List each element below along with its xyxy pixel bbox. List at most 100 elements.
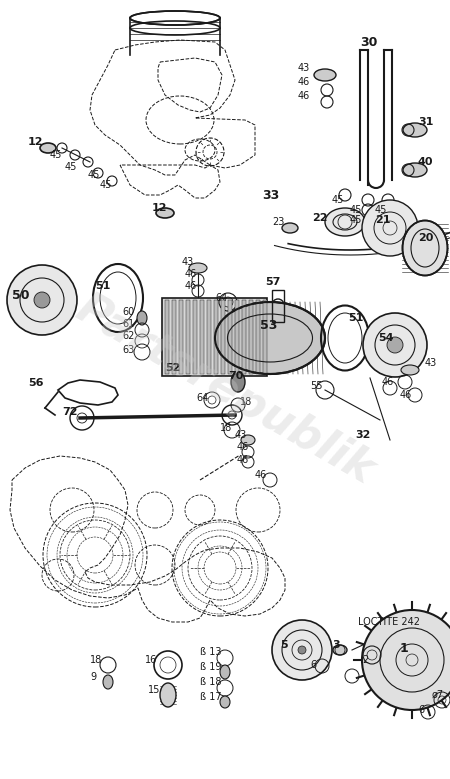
Bar	[207, 300, 211, 374]
Ellipse shape	[325, 208, 365, 236]
Ellipse shape	[130, 11, 220, 25]
Text: 46: 46	[237, 442, 249, 452]
Text: 64: 64	[215, 293, 227, 303]
Text: 16: 16	[145, 655, 157, 665]
Text: 46: 46	[185, 281, 197, 291]
Text: 60: 60	[122, 307, 134, 317]
Text: ø7: ø7	[432, 690, 444, 700]
Text: 72: 72	[62, 407, 77, 417]
Text: 45: 45	[350, 205, 362, 215]
Text: 56: 56	[28, 378, 44, 388]
Text: 53: 53	[260, 319, 277, 332]
Text: 46: 46	[298, 91, 310, 101]
Text: ß 13: ß 13	[200, 647, 221, 657]
Circle shape	[387, 337, 403, 353]
Ellipse shape	[220, 665, 230, 679]
Ellipse shape	[403, 123, 427, 137]
Bar	[179, 300, 183, 374]
Text: 62: 62	[122, 331, 135, 341]
Text: 18: 18	[90, 655, 102, 665]
Ellipse shape	[156, 208, 174, 218]
Text: 45: 45	[65, 162, 77, 172]
Text: ß 19: ß 19	[200, 662, 221, 672]
Text: 51: 51	[95, 281, 110, 291]
Ellipse shape	[282, 223, 298, 233]
Text: 6: 6	[310, 660, 316, 670]
Bar	[221, 300, 225, 374]
Text: 50: 50	[12, 288, 30, 301]
Text: 23: 23	[272, 217, 284, 227]
Text: 45: 45	[50, 150, 63, 160]
Ellipse shape	[403, 163, 427, 177]
Text: 43: 43	[425, 358, 437, 368]
Ellipse shape	[231, 372, 245, 392]
Text: 5: 5	[280, 640, 288, 650]
Ellipse shape	[241, 435, 255, 445]
Bar	[256, 300, 260, 374]
Ellipse shape	[160, 683, 176, 707]
Text: 70: 70	[228, 371, 243, 381]
Text: 46: 46	[255, 470, 267, 480]
Text: 46: 46	[185, 269, 197, 279]
Text: 45: 45	[332, 195, 344, 205]
Circle shape	[362, 200, 418, 256]
Text: 20: 20	[418, 233, 433, 243]
Circle shape	[34, 292, 50, 308]
Text: 2: 2	[362, 655, 368, 665]
Ellipse shape	[215, 302, 325, 374]
Bar	[200, 300, 204, 374]
Circle shape	[272, 620, 332, 680]
Text: ß 17: ß 17	[200, 692, 221, 702]
Text: 31: 31	[418, 117, 433, 127]
Text: Partsrepublik: Partsrepublik	[68, 287, 382, 493]
Ellipse shape	[189, 263, 207, 273]
Bar	[228, 300, 232, 374]
Text: 15: 15	[148, 685, 160, 695]
Text: 12: 12	[152, 203, 167, 213]
Circle shape	[362, 610, 450, 710]
Text: 6: 6	[418, 705, 424, 715]
Text: 54: 54	[378, 333, 393, 343]
Text: 45: 45	[350, 215, 362, 225]
Text: 1: 1	[400, 641, 409, 654]
Text: 12: 12	[28, 137, 44, 147]
Text: 18: 18	[240, 397, 252, 407]
Text: LOCTITE 242: LOCTITE 242	[358, 617, 420, 627]
Text: 45: 45	[100, 180, 112, 190]
Bar	[214, 300, 218, 374]
Text: 33: 33	[262, 189, 279, 202]
Text: 46: 46	[382, 377, 394, 387]
Text: 57: 57	[265, 277, 280, 287]
Text: 45: 45	[375, 205, 387, 215]
Ellipse shape	[333, 645, 347, 655]
Text: 46: 46	[400, 390, 412, 400]
Bar	[272, 290, 284, 322]
Text: 45: 45	[88, 170, 100, 180]
Ellipse shape	[402, 220, 447, 276]
Text: 55: 55	[310, 381, 323, 391]
Text: 22: 22	[312, 213, 328, 223]
Bar	[263, 300, 267, 374]
Text: 18: 18	[220, 423, 232, 433]
Ellipse shape	[40, 143, 56, 153]
Text: ß 18: ß 18	[200, 677, 221, 687]
Circle shape	[7, 265, 77, 335]
Text: 63: 63	[122, 345, 134, 355]
Text: 43: 43	[298, 63, 310, 73]
Text: 43: 43	[182, 257, 194, 267]
Text: 52: 52	[165, 363, 180, 373]
Text: 30: 30	[360, 36, 378, 48]
Text: 43: 43	[235, 430, 247, 440]
Text: 61: 61	[122, 319, 134, 329]
Bar	[242, 300, 246, 374]
Bar	[165, 300, 169, 374]
Text: 64: 64	[196, 393, 208, 403]
Bar	[162, 298, 267, 376]
Bar	[172, 300, 176, 374]
Text: 46: 46	[298, 77, 310, 87]
Text: 51: 51	[348, 313, 364, 323]
Bar	[249, 300, 253, 374]
Ellipse shape	[401, 365, 419, 375]
Ellipse shape	[314, 69, 336, 81]
Text: 46: 46	[237, 455, 249, 465]
